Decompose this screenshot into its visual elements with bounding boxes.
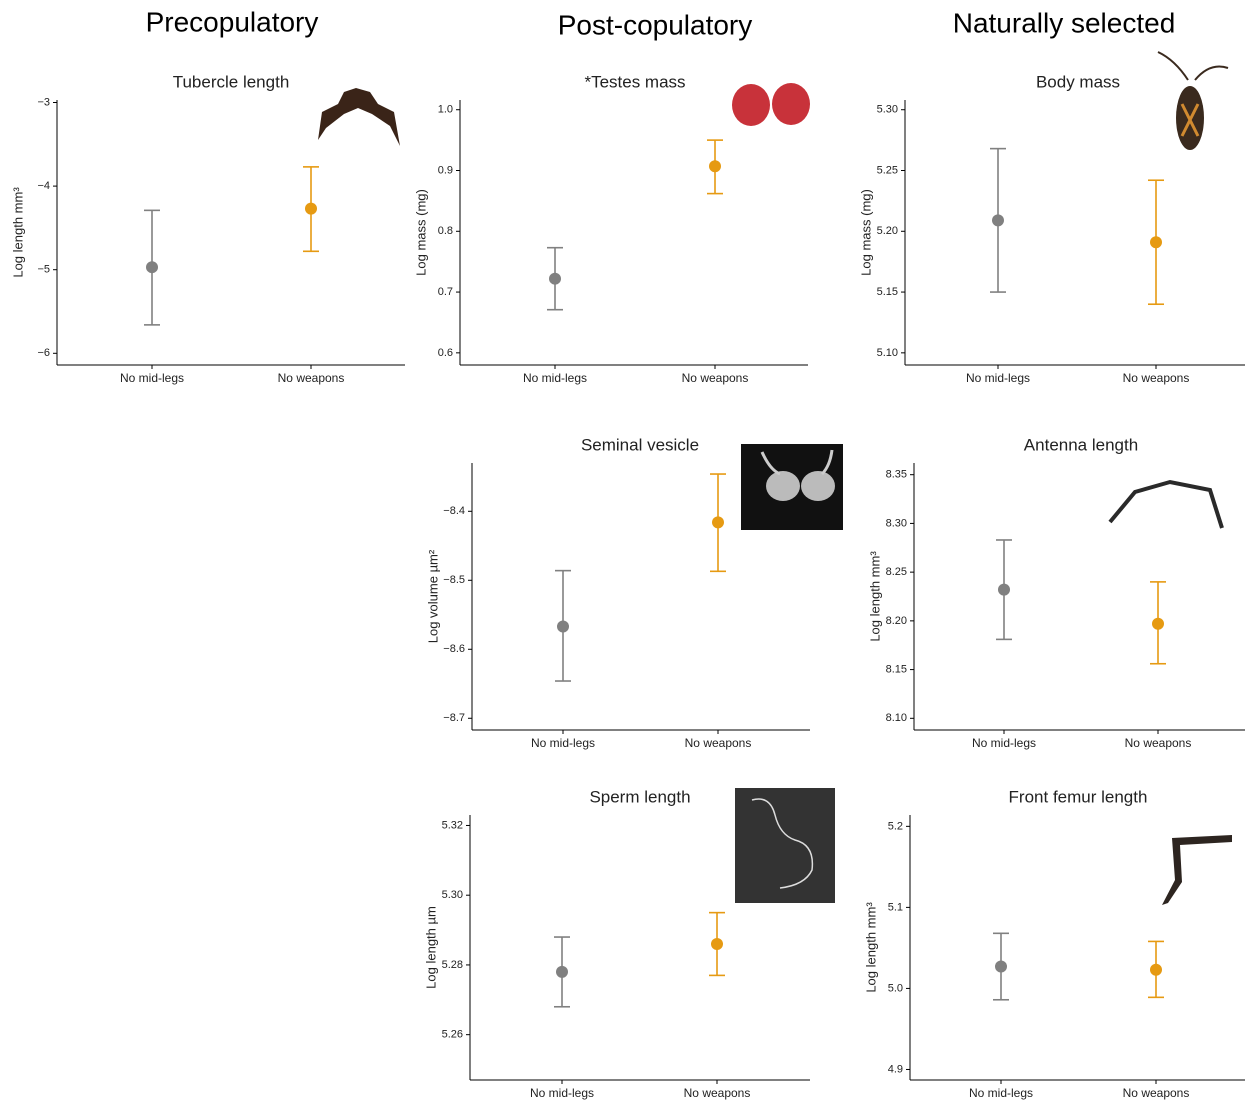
y-axis-label: Log length mm³ bbox=[867, 551, 882, 642]
y-tick-label: 4.9 bbox=[888, 1063, 903, 1075]
y-tick-label: 5.25 bbox=[877, 164, 898, 176]
y-tick-label: −5 bbox=[37, 264, 50, 276]
x-tick-label: No weapons bbox=[684, 1086, 751, 1100]
y-tick-label: 5.30 bbox=[442, 889, 463, 901]
x-tick-label: No weapons bbox=[1123, 1086, 1190, 1100]
y-axis-label: Log length mm³ bbox=[863, 902, 878, 993]
mean-point bbox=[992, 214, 1004, 227]
column-header: Post-copulatory bbox=[558, 9, 753, 40]
y-tick-label: 5.20 bbox=[877, 225, 898, 237]
y-tick-label: −8.5 bbox=[443, 574, 465, 586]
y-tick-label: 8.10 bbox=[886, 712, 907, 724]
x-tick-label: No weapons bbox=[1123, 371, 1190, 385]
panel-title: *Testes mass bbox=[584, 72, 685, 91]
x-tick-label: No mid-legs bbox=[120, 371, 184, 385]
y-tick-label: −6 bbox=[37, 347, 50, 359]
y-tick-label: 1.0 bbox=[438, 104, 453, 116]
y-tick-label: 8.35 bbox=[886, 469, 907, 481]
y-tick-label: 0.9 bbox=[438, 164, 453, 176]
y-tick-label: 0.6 bbox=[438, 347, 453, 359]
x-tick-label: No mid-legs bbox=[972, 736, 1036, 750]
x-tick-label: No mid-legs bbox=[966, 371, 1030, 385]
testes-image bbox=[772, 83, 810, 125]
tubercle-image bbox=[318, 88, 400, 146]
y-axis-label: Log length µm bbox=[423, 906, 438, 989]
mean-point bbox=[1152, 617, 1164, 630]
mean-point bbox=[305, 202, 317, 215]
y-axis-label: Log mass (mg) bbox=[413, 189, 428, 276]
mean-point bbox=[1150, 963, 1162, 976]
panel-title: Tubercle length bbox=[173, 72, 290, 91]
panel-title: Front femur length bbox=[1009, 787, 1148, 806]
column-header: Naturally selected bbox=[953, 7, 1176, 38]
x-tick-label: No weapons bbox=[1125, 736, 1192, 750]
y-tick-label: −8.7 bbox=[443, 712, 465, 724]
sperm-image bbox=[735, 788, 835, 903]
y-tick-label: 5.2 bbox=[888, 820, 903, 832]
y-tick-label: 5.0 bbox=[888, 982, 903, 994]
y-tick-label: 8.25 bbox=[886, 566, 907, 578]
x-tick-label: No weapons bbox=[685, 736, 752, 750]
y-tick-label: 5.1 bbox=[888, 901, 903, 913]
seminal-vesicle-image bbox=[741, 444, 843, 530]
mean-point bbox=[556, 965, 568, 978]
y-tick-label: 0.7 bbox=[438, 286, 453, 298]
y-tick-label: 0.8 bbox=[438, 225, 453, 237]
mean-point bbox=[998, 583, 1010, 596]
y-tick-label: 5.15 bbox=[877, 286, 898, 298]
y-axis-label: Log length mm³ bbox=[10, 187, 25, 278]
y-tick-label: −8.4 bbox=[443, 505, 465, 517]
x-tick-label: No mid-legs bbox=[523, 371, 587, 385]
y-tick-label: 8.20 bbox=[886, 615, 907, 627]
femur-image bbox=[1162, 835, 1232, 905]
mean-point bbox=[1150, 236, 1162, 249]
mean-point bbox=[709, 160, 721, 173]
y-tick-label: 5.30 bbox=[877, 104, 898, 116]
column-header: Precopulatory bbox=[146, 6, 319, 37]
y-axis-label: Log volume µm² bbox=[425, 549, 440, 643]
antenna-image bbox=[1108, 479, 1224, 529]
mean-point bbox=[995, 960, 1007, 973]
x-tick-label: No mid-legs bbox=[530, 1086, 594, 1100]
panel-title: Sperm length bbox=[589, 787, 690, 806]
mean-point bbox=[711, 938, 723, 951]
y-tick-label: 5.26 bbox=[442, 1029, 463, 1041]
y-tick-label: −4 bbox=[37, 180, 50, 192]
panel-title: Body mass bbox=[1036, 72, 1120, 91]
x-tick-label: No weapons bbox=[278, 371, 345, 385]
x-tick-label: No mid-legs bbox=[969, 1086, 1033, 1100]
y-tick-label: 5.10 bbox=[877, 347, 898, 359]
bug-image bbox=[1157, 51, 1229, 150]
y-axis-label: Log mass (mg) bbox=[858, 189, 873, 276]
x-tick-label: No mid-legs bbox=[531, 736, 595, 750]
y-tick-label: 5.28 bbox=[442, 959, 463, 971]
mean-point bbox=[712, 516, 724, 529]
y-tick-label: −3 bbox=[37, 96, 50, 108]
testes-image bbox=[732, 84, 770, 126]
panel-title: Antenna length bbox=[1024, 435, 1138, 454]
mean-point bbox=[549, 272, 561, 285]
y-tick-label: 5.32 bbox=[442, 819, 463, 831]
panel-title: Seminal vesicle bbox=[581, 435, 699, 454]
mean-point bbox=[557, 620, 569, 633]
x-tick-label: No weapons bbox=[682, 371, 749, 385]
y-tick-label: 8.30 bbox=[886, 517, 907, 529]
mean-point bbox=[146, 261, 158, 274]
y-tick-label: −8.6 bbox=[443, 643, 465, 655]
y-tick-label: 8.15 bbox=[886, 663, 907, 675]
